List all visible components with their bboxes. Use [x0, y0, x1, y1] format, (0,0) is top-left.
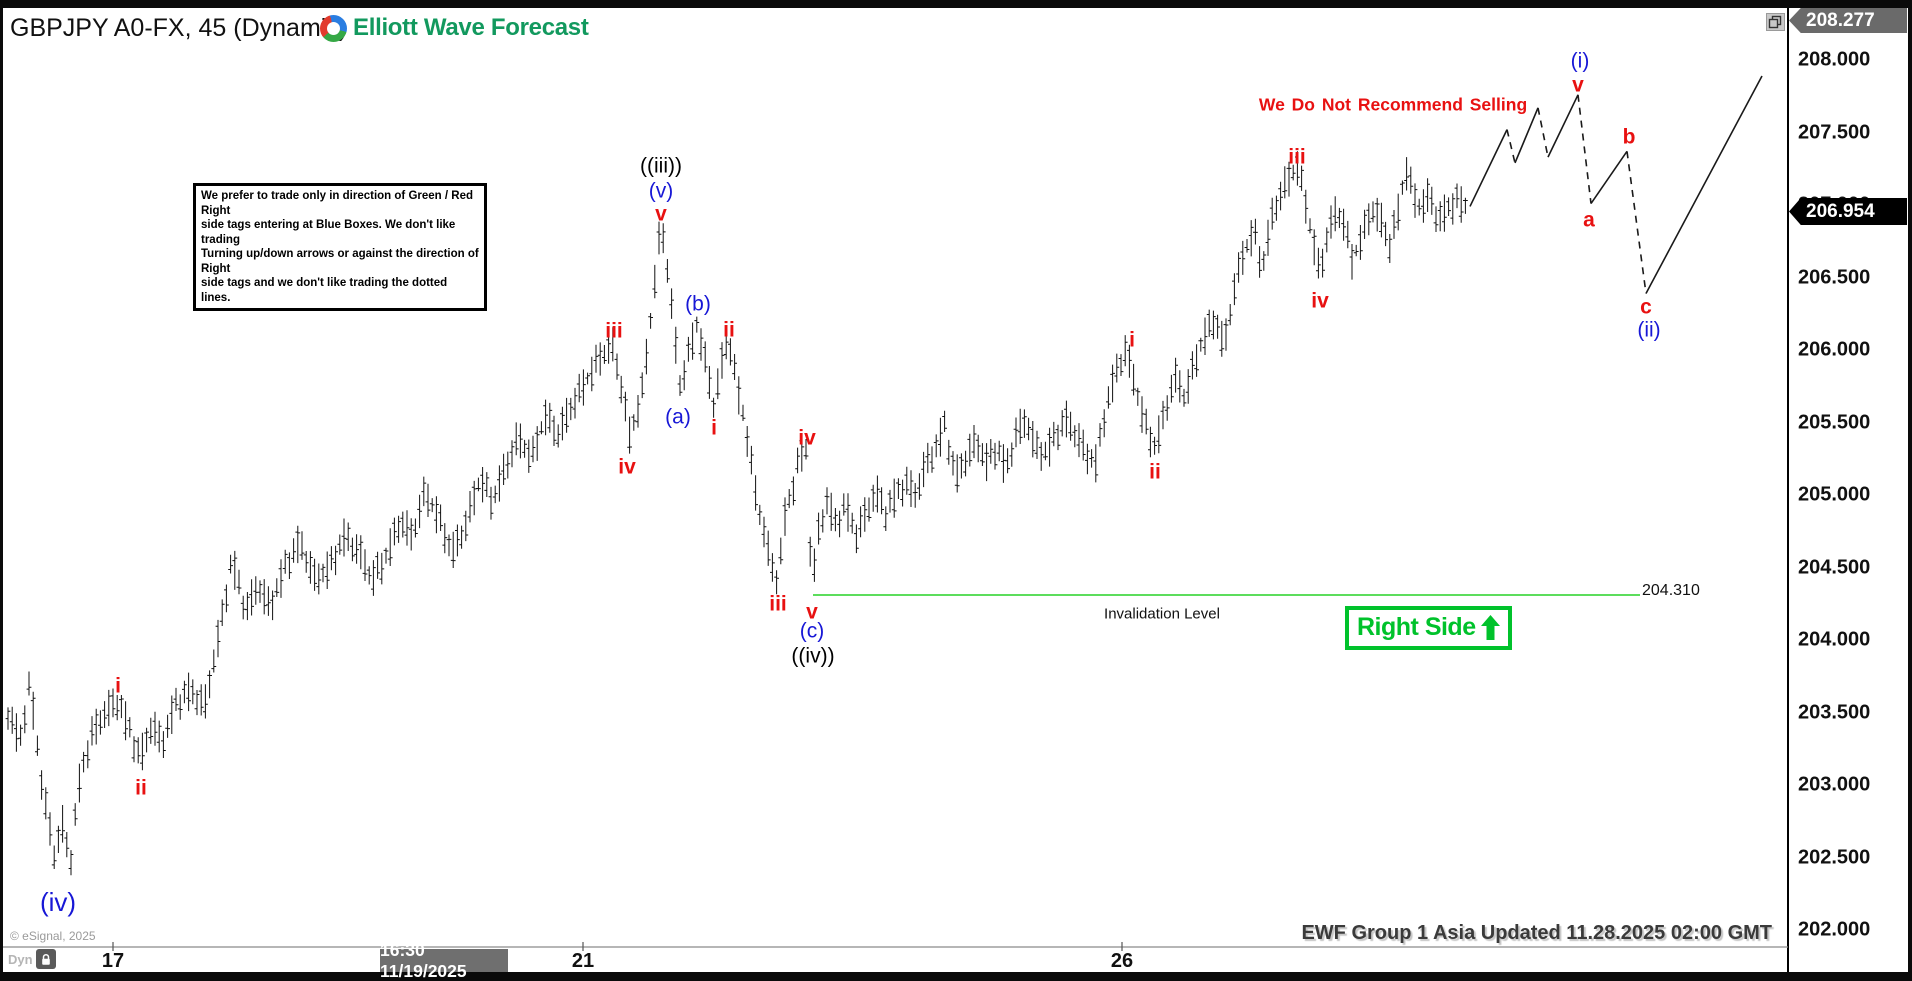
note-box-line: Turning up/down arrows or against the di…	[201, 248, 479, 275]
timestamp-badge: 16:30 11/19/2025	[380, 940, 508, 981]
wave-label: (iv)	[39, 887, 77, 918]
projection-segment	[1469, 129, 1508, 207]
wave-label: iii	[605, 319, 623, 343]
wave-label: b	[1622, 125, 1636, 149]
price-axis-panel[interactable]	[1789, 8, 1908, 972]
wave-label: i	[115, 674, 121, 698]
projection-segment	[1577, 94, 1592, 204]
window-border-left	[0, 0, 3, 981]
wave-label: v	[806, 600, 818, 624]
wave-label: i	[1129, 328, 1135, 352]
projection-segment	[1626, 151, 1647, 294]
ewf-attribution: EWF Group 1 Asia Updated 11.28.2025 02:0…	[1301, 922, 1772, 944]
wave-label: iv	[618, 455, 636, 479]
last-price-badge: 206.954	[1789, 198, 1907, 225]
esignal-credit: © eSignal, 2025	[10, 929, 96, 943]
restore-window-button[interactable]	[1766, 13, 1785, 31]
price-tick-label: 202.500	[1798, 846, 1871, 868]
lock-icon	[42, 953, 50, 965]
wave-label: iii	[769, 592, 787, 616]
wave-label: (c)	[799, 619, 825, 643]
session-high-badge: 208.277	[1789, 8, 1907, 33]
wave-label: (a)	[665, 405, 691, 429]
wave-label: iv	[798, 426, 816, 450]
price-tick-label: 203.000	[1798, 773, 1871, 796]
price-tick-label: 206.500	[1798, 266, 1871, 288]
note-box-line: We prefer to trade only in direction of …	[201, 190, 473, 217]
projection-segment	[1506, 129, 1516, 164]
brand-logo: Elliott Wave Forecast	[320, 14, 589, 42]
wave-label: iii	[1288, 145, 1306, 169]
wave-label: v	[1572, 73, 1584, 97]
symbol-title: GBPJPY A0-FX, 45 (Dynamic)	[10, 14, 348, 42]
lock-button[interactable]	[36, 949, 56, 969]
price-tick-label: 202.000	[1798, 918, 1871, 941]
price-tick-label: 207.500	[1798, 121, 1871, 143]
projection-segment	[1537, 107, 1549, 158]
projection-segment	[1590, 150, 1628, 205]
note-box-line: side tags and we don't like trading the …	[201, 277, 448, 304]
restore-icon	[1768, 15, 1782, 29]
wave-label: ((iv))	[791, 644, 835, 668]
time-tick-label: 26	[1110, 950, 1134, 972]
dyn-mode-label: Dyn	[8, 952, 33, 967]
price-tick-label: 208.000	[1798, 48, 1871, 71]
time-tick-label: 17	[101, 950, 125, 972]
window-border-top	[0, 0, 1912, 8]
trading-note-box: We prefer to trade only in direction of …	[193, 183, 487, 311]
right-side-tag: Right Side	[1345, 606, 1512, 650]
wave-label: ii	[723, 318, 735, 342]
projection-segment	[1645, 75, 1763, 294]
wave-label: a	[1583, 208, 1595, 231]
arrow-up-icon	[1480, 615, 1500, 640]
wave-label: i	[711, 416, 717, 440]
projection-segment	[1547, 94, 1579, 158]
price-bars	[5, 151, 1468, 876]
window-border-bottom	[0, 972, 1912, 981]
wave-label: (b)	[685, 292, 711, 316]
price-tick-label: 205.500	[1798, 411, 1871, 433]
price-tick-label: 204.000	[1798, 628, 1871, 651]
price-tick-label: 205.000	[1798, 483, 1871, 506]
brand-logo-text: Elliott Wave Forecast	[353, 14, 589, 41]
invalidation-level-label: Invalidation Level	[1104, 605, 1220, 623]
time-tick-label: 21	[571, 950, 595, 972]
no-selling-warning-text: We Do Not Recommend Selling	[1258, 94, 1528, 115]
price-tick-label: 206.000	[1798, 338, 1871, 361]
elliott-wave-forecast-logo-icon	[320, 14, 347, 42]
wave-label: v	[655, 202, 667, 226]
wave-label: ((iii))	[640, 154, 682, 178]
window-border-right	[1908, 0, 1912, 981]
wave-label: iv	[1311, 289, 1329, 313]
wave-label: c	[1640, 295, 1652, 318]
right-side-label: Right Side	[1357, 613, 1476, 641]
note-box-line: side tags entering at Blue Boxes. We don…	[201, 219, 456, 246]
wave-label: (v)	[648, 179, 674, 202]
wave-label: (ii)	[1637, 318, 1661, 342]
price-tick-label: 203.500	[1798, 701, 1871, 723]
invalidation-price-label: 204.310	[1642, 582, 1700, 599]
wave-label: ii	[135, 776, 147, 800]
wave-label: ii	[1149, 460, 1161, 484]
projection-segment	[1514, 107, 1539, 164]
price-tick-label: 204.500	[1798, 556, 1871, 578]
wave-label: (i)	[1570, 49, 1590, 73]
